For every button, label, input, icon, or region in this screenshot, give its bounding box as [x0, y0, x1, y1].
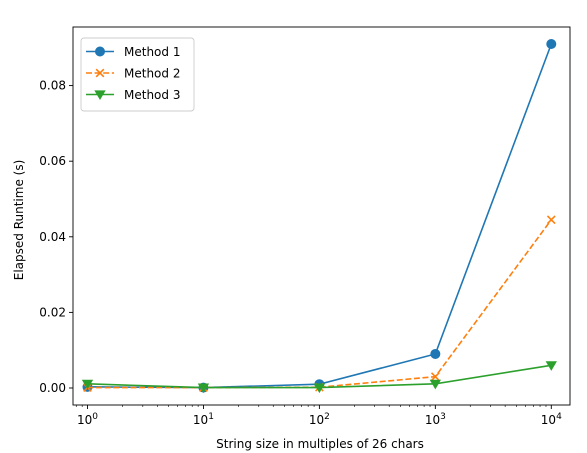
plot-area: [81, 39, 557, 394]
series-3: [81, 361, 557, 394]
series-line-2: [87, 219, 552, 389]
x-tick-label-4: 103: [425, 412, 446, 427]
axes: 100 101 102 103 104 0.00 0.02 0.04 0.06 0.08: [39, 26, 571, 427]
data-point-s1-5: [546, 39, 557, 50]
data-point-s3-4: [429, 379, 442, 390]
data-point-s3-5: [545, 361, 557, 371]
legend-marker-3: [94, 90, 106, 101]
legend-marker-2: [95, 68, 105, 78]
x-tick-label-1: 100: [77, 412, 98, 427]
x-tick-label-3: 102: [309, 412, 330, 427]
legend: Method 1 Method 2 Method 3: [80, 37, 195, 112]
data-point-s2-4: [430, 372, 440, 382]
data-point-s3-1: [81, 379, 94, 390]
legend-marker-1: [95, 46, 105, 57]
y-tick-label-2: 0.02: [39, 305, 66, 319]
x-tick-label-5: 104: [541, 412, 562, 427]
data-point-s1-4: [430, 348, 441, 359]
legend-label-2: Method 2: [124, 67, 180, 81]
data-point-s2-5: [546, 215, 556, 225]
legend-box: [80, 37, 195, 112]
data-point-s3-2: [197, 383, 210, 394]
y-tick-label-1: 0.00: [39, 381, 66, 395]
x-axis-label: String size in multiples of 26 chars: [216, 437, 424, 451]
y-tick-label-3: 0.04: [39, 230, 66, 244]
x-tick-label-2: 101: [193, 412, 214, 427]
y-axis-label: Elapsed Runtime (s): [12, 160, 26, 281]
axes-frame: [72, 26, 571, 406]
y-tick-label-4: 0.06: [39, 154, 66, 168]
legend-label-3: Method 3: [124, 88, 180, 102]
y-tick-label-5: 0.08: [39, 79, 66, 93]
legend-label-1: Method 1: [124, 45, 180, 59]
data-point-s3-3: [313, 383, 326, 394]
